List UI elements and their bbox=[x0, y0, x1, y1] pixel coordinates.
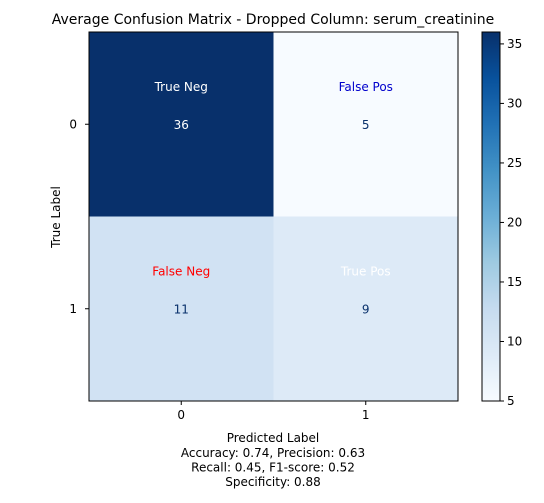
cell-value: 5 bbox=[362, 118, 370, 132]
cell-label: False Pos bbox=[339, 80, 393, 94]
cell-value: 9 bbox=[362, 303, 370, 317]
plot-frame bbox=[88, 31, 459, 402]
cell-label: True Pos bbox=[340, 265, 391, 279]
matrix-cell bbox=[89, 216, 274, 401]
matrix-cells bbox=[89, 32, 458, 401]
x-axis-label: Predicted Label bbox=[227, 431, 320, 445]
cell-label: False Neg bbox=[152, 265, 210, 279]
colorbar-ticks: 5 10 15 20 25 30 35 bbox=[500, 37, 522, 408]
colorbar-tick-label: 25 bbox=[507, 156, 522, 170]
colorbar-tick-label: 35 bbox=[507, 37, 522, 51]
colorbar-tick-label: 5 bbox=[507, 394, 515, 408]
x-tick-label: 0 bbox=[177, 408, 185, 422]
matrix-cell-texts: True Neg 36 False Pos 5 False Neg 11 True Pos 9 bbox=[152, 80, 393, 317]
matrix-cell bbox=[273, 32, 458, 217]
y-tick-label: 0 bbox=[69, 117, 77, 131]
cell-label: True Neg bbox=[154, 80, 208, 94]
colorbar: 5 10 15 20 25 30 35 bbox=[481, 31, 522, 408]
metrics-line: Accuracy: 0.74, Precision: 0.63 bbox=[181, 446, 365, 460]
colorbar-tick-label: 30 bbox=[507, 96, 522, 110]
matrix-cell bbox=[89, 32, 274, 217]
metrics-line: Recall: 0.45, F1-score: 0.52 bbox=[191, 461, 355, 475]
colorbar-tick-label: 20 bbox=[507, 215, 522, 229]
metrics-line: Specificity: 0.88 bbox=[225, 475, 321, 489]
cell-value: 11 bbox=[174, 303, 189, 317]
y-axis: 01 bbox=[69, 117, 89, 316]
cell-value: 36 bbox=[174, 118, 189, 132]
matrix-cell bbox=[273, 216, 458, 401]
colorbar-tick-label: 15 bbox=[507, 275, 522, 289]
y-tick-label: 1 bbox=[69, 302, 77, 316]
colorbar-tick-label: 10 bbox=[507, 334, 522, 348]
colorbar-gradient bbox=[481, 31, 501, 402]
y-axis-label: True Label bbox=[49, 186, 63, 249]
chart-title: Average Confusion Matrix - Dropped Colum… bbox=[52, 12, 495, 28]
x-tick-label: 1 bbox=[362, 408, 370, 422]
